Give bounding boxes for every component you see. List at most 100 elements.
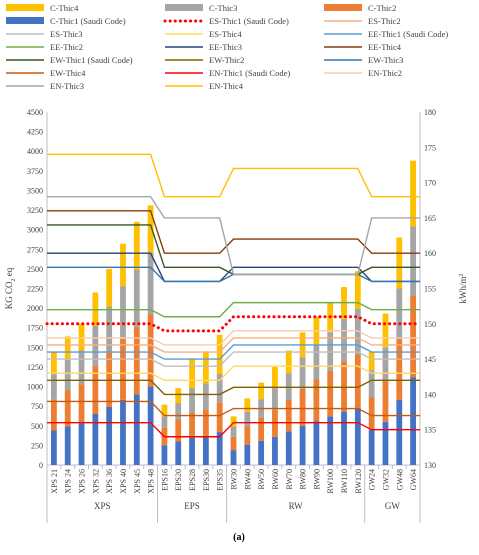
x-tick-label: RW110 — [340, 469, 349, 493]
bar-segment — [175, 403, 182, 420]
series-line — [47, 210, 420, 254]
bar-segment — [410, 377, 416, 465]
bar-segment — [147, 205, 154, 253]
series-line — [47, 365, 420, 381]
bar-segment — [410, 160, 416, 227]
bar-segment — [216, 432, 223, 465]
bar-segment — [272, 436, 278, 465]
bar-segment — [147, 252, 154, 315]
bar-segment — [51, 399, 57, 431]
legend-swatch — [165, 4, 203, 11]
bar-segment — [244, 398, 251, 412]
bar-segment — [285, 373, 292, 400]
bar-segment — [244, 426, 251, 445]
y-right-tick-label: 140 — [424, 390, 436, 399]
bar-segment — [147, 314, 154, 387]
bar-segment — [161, 404, 168, 417]
series-line — [47, 330, 420, 346]
bar-segment — [106, 406, 113, 465]
series-line — [45, 315, 422, 333]
bar-segment — [92, 414, 99, 465]
bar-segment — [368, 429, 375, 465]
y-left-tick-label: 4500 — [27, 108, 43, 117]
bar-segment — [175, 388, 182, 404]
legend-label: ES-Thic2 — [368, 16, 401, 26]
bar-segment — [396, 237, 403, 289]
x-tick-label: GW32 — [381, 469, 390, 490]
series-line — [47, 421, 420, 438]
y-left-tick-label: 2500 — [27, 265, 43, 274]
legend-label: EW-Thic4 — [50, 68, 86, 78]
bar-segment — [175, 419, 182, 442]
series-line — [47, 301, 420, 318]
legend-label: EN-Thic4 — [209, 81, 244, 91]
bar-segment — [258, 417, 265, 441]
bar-segment — [147, 386, 154, 465]
bar-segment — [368, 397, 375, 430]
y-right-tick-label: 165 — [424, 214, 436, 223]
x-tick-label: EPS16 — [160, 469, 169, 491]
bar-segment — [92, 366, 99, 415]
legend-label: EE-Thic3 — [209, 42, 242, 52]
y-right-tick-label: 145 — [424, 355, 436, 364]
y-left-tick-label: 1250 — [27, 363, 43, 372]
legend-label: EW-Thic2 — [209, 55, 244, 65]
group-label: XPS — [94, 501, 111, 511]
x-tick-label: GW64 — [409, 469, 418, 490]
bar-segment — [189, 388, 195, 413]
y-right-tick-label: 155 — [424, 285, 436, 294]
bar-segment — [64, 426, 71, 465]
series-line — [47, 344, 420, 360]
y-left-tick-label: 3250 — [27, 206, 43, 215]
legend-label: C-Thic3 — [209, 3, 237, 13]
bar-segment — [78, 384, 85, 424]
x-tick-label: XPS 24 — [64, 469, 73, 494]
bar-segment — [396, 399, 403, 465]
group-label: EPS — [184, 501, 200, 511]
bar-segment — [354, 271, 361, 309]
legend-label: EW-Thic1 (Saudi Code) — [50, 55, 133, 65]
bar-segment — [133, 326, 140, 395]
legend-swatch — [6, 4, 44, 11]
y-left-tick-label: 0 — [39, 461, 43, 470]
bar-segment — [341, 411, 347, 465]
y-left-tick-label: 750 — [31, 402, 43, 411]
bar-segment — [189, 358, 195, 389]
series-line — [47, 153, 420, 198]
bar-segment — [396, 339, 403, 400]
x-tick-label: RW60 — [271, 469, 280, 489]
y-left-tick-label: 1750 — [27, 324, 43, 333]
bar-segment — [216, 402, 223, 433]
y-left-tick-label: 2750 — [27, 245, 43, 254]
bar-segment — [382, 381, 389, 422]
bar-segment — [51, 352, 57, 374]
legend-swatch — [6, 17, 44, 24]
x-tick-label: RW90 — [312, 469, 321, 489]
x-tick-label: RW80 — [299, 469, 308, 489]
legend-swatch — [324, 4, 362, 11]
bar-segment — [396, 288, 403, 340]
bar-segment — [133, 394, 140, 465]
y-right-tick-label: 175 — [424, 143, 436, 152]
legend-label: EN-Thic3 — [50, 81, 84, 91]
group-label: GW — [385, 501, 400, 511]
bar-segment — [327, 370, 334, 417]
series-line — [47, 351, 420, 367]
bar-segment — [313, 379, 320, 422]
bar-segment — [120, 286, 126, 339]
bar-segment — [120, 399, 126, 465]
x-tick-label: RW30 — [230, 469, 239, 489]
legend-label: C-Thic2 — [368, 3, 396, 13]
bar-segment — [216, 374, 223, 403]
y-left-tick-label: 500 — [31, 422, 43, 431]
x-tick-label: XPS 36 — [105, 469, 114, 494]
bar-segment — [78, 423, 85, 465]
bar-segment — [313, 421, 320, 465]
legend-label: ES-Thic3 — [50, 29, 83, 39]
x-tick-label: XPS 45 — [133, 469, 142, 494]
series-line — [47, 196, 420, 276]
y-right-tick-label: 160 — [424, 249, 436, 258]
bar-segment — [202, 383, 209, 410]
group-label: RW — [289, 501, 304, 511]
legend-label: EN-Thic2 — [368, 68, 402, 78]
